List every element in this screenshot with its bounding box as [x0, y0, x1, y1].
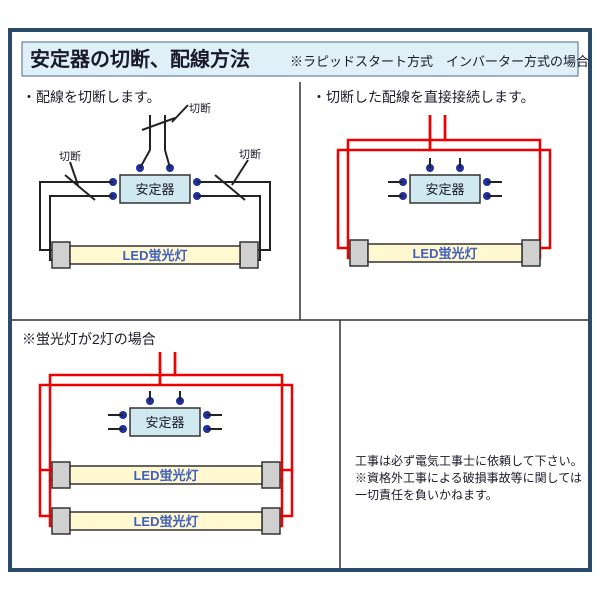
subtitle-text: ※ラピッドスタート方式 インバーター方式の場合	[290, 54, 589, 69]
p3-led1-text: LED蛍光灯	[133, 468, 198, 483]
title-text: 安定器の切断、配線方法	[30, 47, 250, 71]
panel-1: ・配線を切断します。 切断 安定器 切断 切断 L	[22, 89, 270, 268]
p1-led-text: LED蛍光灯	[122, 248, 187, 263]
p1-cut-label-r: 切断	[239, 147, 261, 161]
notice-line-1: 工事は必ず電気工事士に依頼して下さい。	[355, 453, 583, 468]
p1-cut-arrow-c	[172, 105, 188, 122]
p1-cut-label-l: 切断	[59, 149, 81, 163]
p2-led-end-l	[350, 240, 368, 266]
p2-led-text: LED蛍光灯	[412, 246, 477, 261]
p3-led2-text: LED蛍光灯	[133, 514, 198, 529]
panel2-caption: ・切断した配線を直接接続します。	[312, 89, 535, 105]
p3-ballast-text: 安定器	[145, 415, 184, 430]
diagram-root: 安定器の切断、配線方法 ※ラピッドスタート方式 インバーター方式の場合 ・配線を…	[0, 0, 600, 600]
p1-led-end-r	[240, 242, 258, 268]
notice-line-3: 一切責任を負いかねます。	[355, 488, 498, 502]
p2-led-end-r	[522, 240, 540, 266]
notice-line-2: ※資格外工事による破損事故等に関しては	[355, 470, 582, 485]
panel-3: ※蛍光灯が2灯の場合 安定器 LED蛍光灯 LED蛍光灯	[22, 331, 292, 534]
panel-2: ・切断した配線を直接接続します。 安定器 LED蛍光灯	[312, 89, 550, 266]
p1-cut-mark-c	[142, 118, 175, 130]
p2-ballast-text: 安定器	[425, 182, 464, 197]
p1-ballast-text: 安定器	[135, 182, 174, 197]
panel-4-notice: 工事は必ず電気工事士に依頼して下さい。 ※資格外工事による破損事故等に関しては …	[355, 453, 583, 502]
p1-top-conn-1	[140, 150, 150, 168]
p1-led-end-l	[52, 242, 70, 268]
panel3-caption: ※蛍光灯が2灯の場合	[22, 331, 156, 347]
p1-cut-label-c: 切断	[189, 101, 211, 115]
panel1-caption: ・配線を切断します。	[22, 89, 161, 105]
